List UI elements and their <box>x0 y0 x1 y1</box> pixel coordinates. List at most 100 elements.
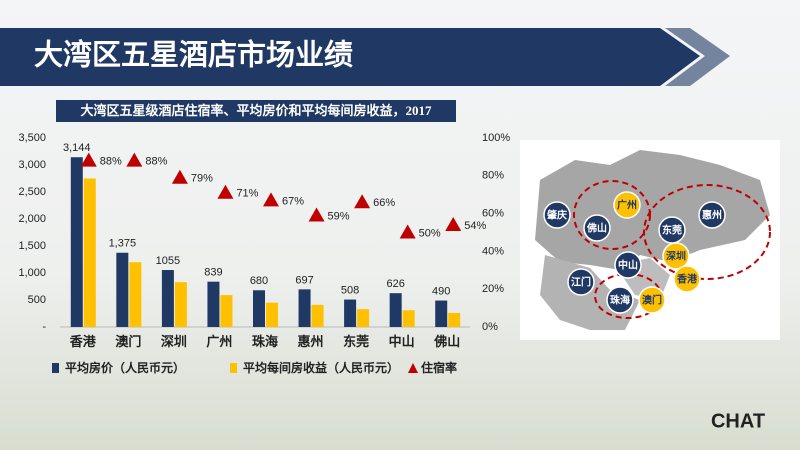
value-label: 59% <box>328 210 350 222</box>
value-label: 508 <box>341 284 359 296</box>
city-dot <box>543 201 571 229</box>
occupancy-marker <box>217 184 234 199</box>
y-tick-label: 3,000 <box>18 159 46 171</box>
cluster-circle <box>643 184 771 280</box>
y2-tick-label: 80% <box>482 170 504 182</box>
bar <box>70 157 83 327</box>
bar <box>402 310 415 327</box>
x-tick-label: 佛山 <box>433 334 460 349</box>
x-tick-label: 东莞 <box>343 334 369 349</box>
x-tick-label: 澳门 <box>115 334 141 349</box>
city-label: 肇庆 <box>546 208 567 221</box>
city-dot <box>662 242 690 270</box>
bar <box>298 289 311 327</box>
occupancy-marker <box>445 216 462 231</box>
value-label: 490 <box>432 285 450 297</box>
bar <box>344 299 357 327</box>
slide-title: 大湾区五星酒店市场业绩 <box>34 38 353 72</box>
bar <box>266 302 278 327</box>
y-tick-label: 500 <box>28 294 46 306</box>
city-label: 深圳 <box>666 249 686 262</box>
y-tick-label: 2,000 <box>18 213 46 225</box>
cluster-circle <box>573 180 651 250</box>
bar <box>389 293 402 327</box>
chart: - 500 1,000 1,500 2,000 2,500 3,000 3,500 0% 20% 4… <box>18 132 510 375</box>
y2-tick-label: 20% <box>482 283 504 295</box>
bar <box>220 295 233 327</box>
x-tick-label: 惠州 <box>298 334 324 349</box>
y-tick-label: 2,500 <box>18 186 46 198</box>
city-dot <box>698 201 726 229</box>
legend-marker <box>408 363 418 373</box>
city-label: 江门 <box>571 275 591 288</box>
value-label: 680 <box>250 275 268 287</box>
city-label: 广州 <box>617 198 637 211</box>
occupancy-marker <box>171 169 188 184</box>
header-arrow <box>665 28 730 86</box>
value-label: 3,144 <box>63 142 91 154</box>
y2-tick-label: 40% <box>482 245 504 257</box>
value-label: 79% <box>191 173 213 185</box>
bar <box>357 309 370 327</box>
city-label: 香港 <box>677 272 698 285</box>
value-label: 66% <box>373 197 395 209</box>
y-tick-label: 3,500 <box>18 132 46 144</box>
city-dot <box>583 214 611 242</box>
occupancy-marker <box>399 224 416 239</box>
x-tick-label: 中山 <box>389 334 415 349</box>
value-label: 626 <box>386 278 404 290</box>
legend-label: 平均房价（人民币元） <box>65 360 185 375</box>
value-label: 50% <box>419 227 441 239</box>
y-tick-label: 1,500 <box>18 240 46 252</box>
y2-tick-label: 100% <box>482 132 510 144</box>
city-dot <box>614 251 642 279</box>
value-label: 88% <box>145 156 167 168</box>
y2-tick-label: 0% <box>482 321 498 333</box>
legend-label: 住宿率 <box>421 360 457 375</box>
value-label: 697 <box>295 274 313 286</box>
x-tick-label: 深圳 <box>161 334 187 349</box>
logo: CHAT <box>711 410 765 432</box>
header-band <box>0 28 700 86</box>
bar <box>161 270 174 327</box>
city-dot <box>606 286 634 314</box>
city-dot <box>638 286 666 314</box>
x-tick-label: 广州 <box>206 334 232 349</box>
occupancy-marker <box>308 207 325 222</box>
legend-marker <box>52 363 59 373</box>
city-label: 佛山 <box>586 221 607 234</box>
value-label: 1055 <box>156 255 180 267</box>
city-label: 中山 <box>618 258 638 271</box>
city-label: 珠海 <box>610 293 630 306</box>
bar <box>129 262 142 327</box>
bar <box>83 178 96 327</box>
value-label: 1,375 <box>109 238 137 250</box>
bar <box>448 312 461 327</box>
city-label: 东莞 <box>662 223 682 236</box>
city-dot <box>567 268 595 296</box>
value-label: 88% <box>100 156 122 168</box>
occupancy-marker <box>80 152 97 167</box>
chart-title-band <box>56 100 456 122</box>
chart-title: 大湾区五星级酒店住宿率、平均房价和平均每间房收益，2017 <box>80 103 432 118</box>
city-dot <box>673 265 701 293</box>
legend-marker <box>230 363 237 373</box>
value-label: 839 <box>204 267 222 279</box>
city-label: 澳门 <box>642 293 662 306</box>
x-tick-label: 香港 <box>69 334 97 349</box>
bar <box>174 282 187 327</box>
bar <box>435 300 448 327</box>
bar <box>207 281 220 327</box>
y-tick-label: 1,000 <box>18 267 46 279</box>
occupancy-marker <box>354 194 371 209</box>
bar <box>116 252 129 327</box>
x-tick-label: 珠海 <box>252 334 278 349</box>
occupancy-marker <box>263 192 279 207</box>
y2-tick-label: 60% <box>482 208 504 220</box>
city-dot <box>613 191 641 219</box>
occupancy-marker <box>126 152 143 167</box>
bar <box>311 304 324 327</box>
